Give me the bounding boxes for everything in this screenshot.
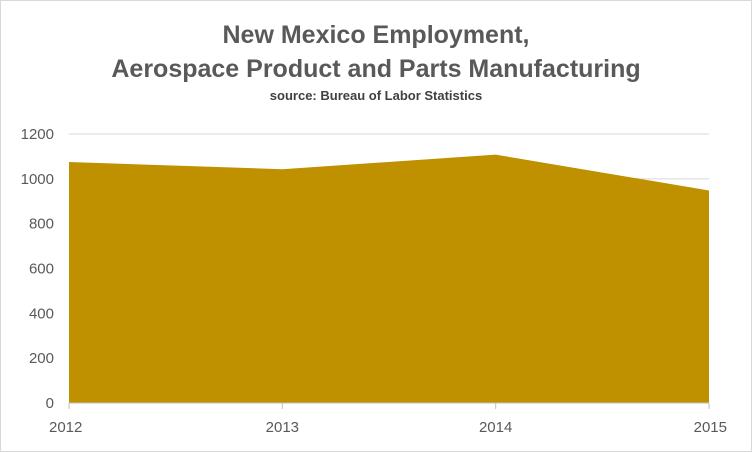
y-tick-label: 1200 — [21, 126, 54, 143]
tick-labels: 0 200 400 600 800 1000 1200 2012 2013 2014 2015 — [21, 126, 727, 436]
chart-title-block: New Mexico Employment, Aerospace Product… — [0, 18, 752, 104]
x-tick-label: 2015 — [694, 419, 727, 436]
x-tick-label: 2014 — [479, 419, 512, 436]
y-tick-label: 1000 — [21, 171, 54, 188]
axes — [68, 402, 710, 409]
x-tick-label: 2012 — [49, 419, 82, 436]
y-tick-label: 400 — [29, 305, 54, 322]
area-series — [69, 154, 709, 403]
chart-title-line-1: New Mexico Employment, — [222, 21, 530, 49]
y-tick-label: 0 — [46, 395, 54, 412]
chart-title-line-2: Aerospace Product and Parts Manufacturin… — [111, 55, 641, 83]
y-tick-label: 800 — [29, 216, 54, 233]
y-tick-label: 200 — [29, 350, 54, 367]
area-fill — [69, 154, 709, 403]
y-tick-label: 600 — [29, 261, 54, 278]
x-tick-label: 2013 — [266, 419, 299, 436]
chart-subtitle: source: Bureau of Labor Statistics — [269, 88, 483, 103]
